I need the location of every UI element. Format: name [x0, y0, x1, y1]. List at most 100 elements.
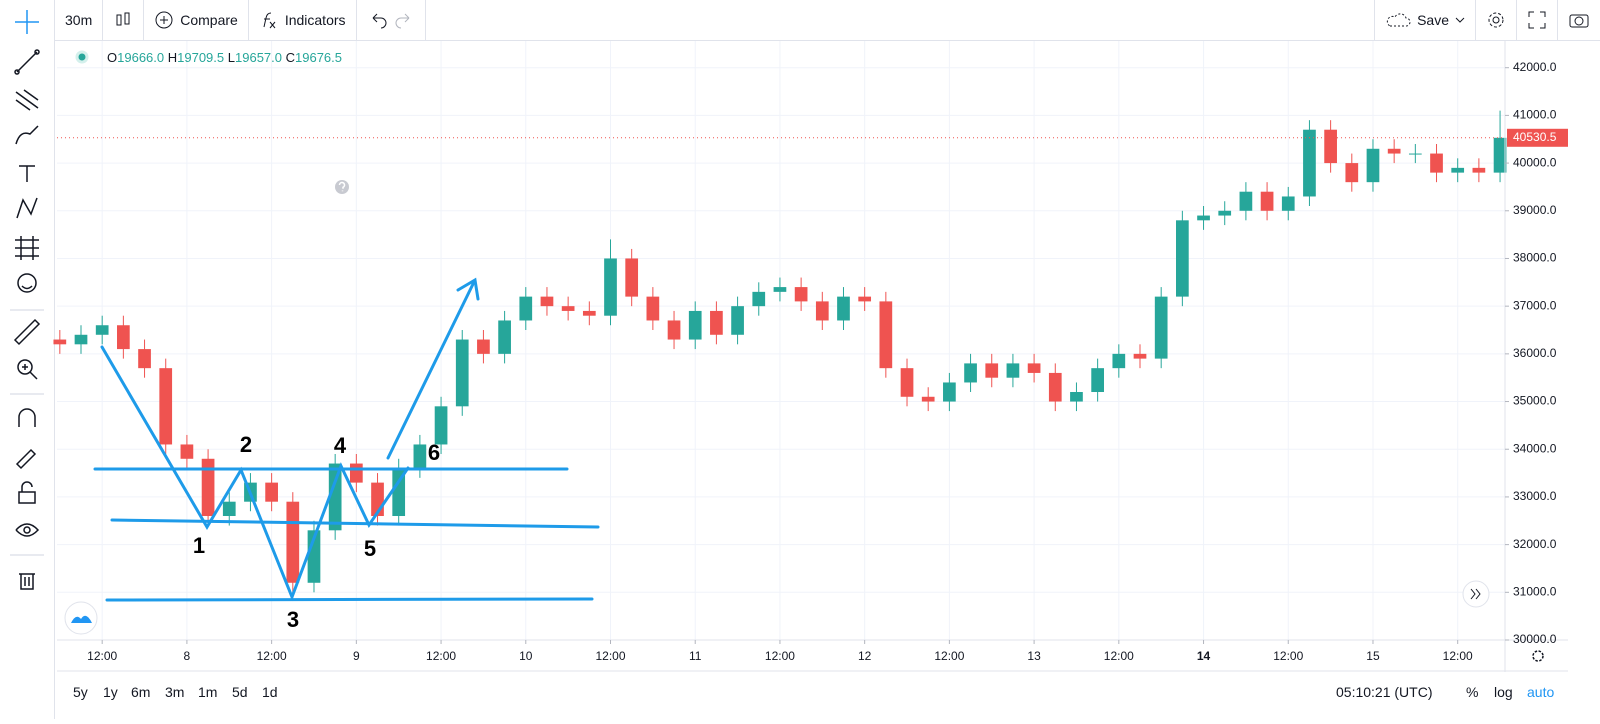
candles-icon — [116, 12, 130, 26]
brush-tool[interactable] — [15, 125, 39, 145]
trend-line-tool[interactable] — [14, 49, 40, 75]
auto-toggle[interactable]: auto — [1527, 684, 1555, 700]
status-dot — [75, 50, 89, 64]
candle-body — [1027, 363, 1041, 373]
candle-body — [646, 296, 660, 321]
arrow-head[interactable] — [456, 277, 480, 301]
magnet-tool[interactable] — [18, 408, 36, 427]
y-tick-label: 36000.0 — [1513, 346, 1557, 360]
undo-redo-icons[interactable] — [367, 10, 415, 30]
candle-body — [392, 468, 406, 517]
chart: 1 2 3 4 5 6 30000.0 31000.0 32000.0 33000.0… — [53, 41, 1568, 672]
candle-body — [1048, 372, 1062, 402]
candle-body — [53, 339, 67, 345]
y-tick-label: 37000.0 — [1513, 298, 1557, 312]
candle-body — [180, 444, 194, 459]
legend-key: L — [227, 50, 235, 65]
low-line[interactable] — [105, 597, 594, 602]
y-tick-label: 39000.0 — [1513, 203, 1557, 217]
x-tick-label: 12:00 — [1443, 649, 1473, 663]
target-arrow[interactable] — [386, 280, 476, 460]
candle-body — [1260, 191, 1274, 211]
pattern-point: 4 — [334, 433, 347, 458]
delete-tool[interactable] — [19, 573, 35, 590]
lock-tool[interactable] — [18, 481, 36, 504]
y-tick-label: 31000.0 — [1513, 584, 1557, 598]
candle-body — [858, 296, 872, 302]
y-tick-label: 34000.0 — [1513, 441, 1557, 455]
scroll-right-button[interactable] — [1462, 580, 1490, 608]
candle-body — [1303, 129, 1316, 197]
fullscreen-icon — [1528, 11, 1546, 29]
candle-body — [95, 325, 109, 335]
support-line[interactable] — [110, 518, 600, 529]
candle-body — [921, 396, 935, 402]
fib-tool[interactable] — [15, 89, 39, 111]
candle-body — [1493, 137, 1507, 173]
x-tick-label: 15 — [1366, 649, 1380, 663]
range-button[interactable]: 5d — [232, 684, 248, 700]
candle-body — [498, 320, 511, 354]
prediction-tool[interactable] — [15, 236, 39, 260]
range-button[interactable]: 1y — [103, 684, 118, 700]
chevron — [1455, 17, 1465, 23]
indicators-button[interactable]: Indicators — [249, 0, 357, 40]
range-button[interactable]: 1d — [262, 684, 278, 700]
candle-body — [667, 320, 681, 340]
pattern-point: 3 — [287, 607, 299, 632]
ohlc-legend: O19666.0 H19709.5 L19657.0 C19676.5 — [107, 50, 342, 65]
candle-body — [1345, 163, 1359, 183]
ruler-tool[interactable] — [13, 318, 41, 346]
x-tick-label: 8 — [184, 649, 191, 663]
candle-body — [710, 310, 723, 335]
candle-body — [1408, 153, 1422, 155]
settings-button[interactable] — [1476, 0, 1517, 40]
range-button[interactable]: 5y — [73, 684, 88, 700]
compare-button[interactable]: Compare — [144, 0, 249, 40]
candle-body — [1387, 148, 1401, 154]
pattern-tool[interactable] — [16, 197, 38, 219]
range-button[interactable]: 1m — [198, 684, 218, 700]
range-button[interactable]: 6m — [131, 684, 151, 700]
candle-body — [837, 296, 850, 321]
drawings[interactable] — [93, 277, 600, 602]
log-toggle[interactable]: log — [1494, 684, 1513, 700]
logo[interactable] — [64, 601, 98, 635]
candle-body — [1154, 296, 1168, 359]
candle-body — [265, 482, 278, 502]
candle-body — [1239, 191, 1253, 211]
hide-tool[interactable] — [15, 523, 40, 537]
last-price-label: 40530.5 — [1513, 130, 1557, 144]
candle-body — [328, 463, 342, 531]
stay-drawing-tool[interactable] — [15, 448, 37, 470]
chart-type-button[interactable] — [103, 0, 145, 40]
x-tick-label: 12:00 — [87, 649, 117, 663]
x-tick-label: 11 — [689, 649, 702, 663]
text-tool[interactable] — [19, 165, 35, 182]
candle-body — [1366, 148, 1380, 183]
x-tick-label: 12:00 — [426, 649, 456, 663]
x-tick-label: 12:00 — [257, 649, 287, 663]
time-axis-settings[interactable] — [1532, 650, 1544, 662]
candle-body — [943, 382, 956, 402]
gear-icon — [1488, 12, 1504, 28]
y-tick-label: 40000.0 — [1513, 155, 1557, 169]
candle-body — [138, 349, 151, 369]
interval-button[interactable]: 30m — [55, 0, 104, 40]
legend-key: C — [285, 50, 296, 65]
fullscreen-button[interactable] — [1517, 0, 1558, 40]
clock: 05:10:21 (UTC) — [1336, 684, 1433, 700]
emoji-tool[interactable] — [17, 273, 37, 293]
crosshair-tool[interactable] — [15, 10, 39, 34]
top-toolbar: 30m Compare Indicators Save — [55, 0, 1600, 41]
x-tick-label: 12 — [858, 649, 872, 663]
help-icon[interactable] — [335, 180, 349, 194]
candle-body — [159, 368, 173, 445]
range-button[interactable]: 3m — [165, 684, 185, 700]
snapshot-button[interactable] — [1558, 0, 1600, 40]
zoom-tool[interactable] — [17, 359, 38, 380]
save-button[interactable]: Save — [1374, 0, 1476, 40]
y-tick-label: 41000.0 — [1513, 108, 1557, 122]
percent-toggle[interactable]: % — [1466, 684, 1479, 700]
legend-key: H — [167, 50, 178, 65]
